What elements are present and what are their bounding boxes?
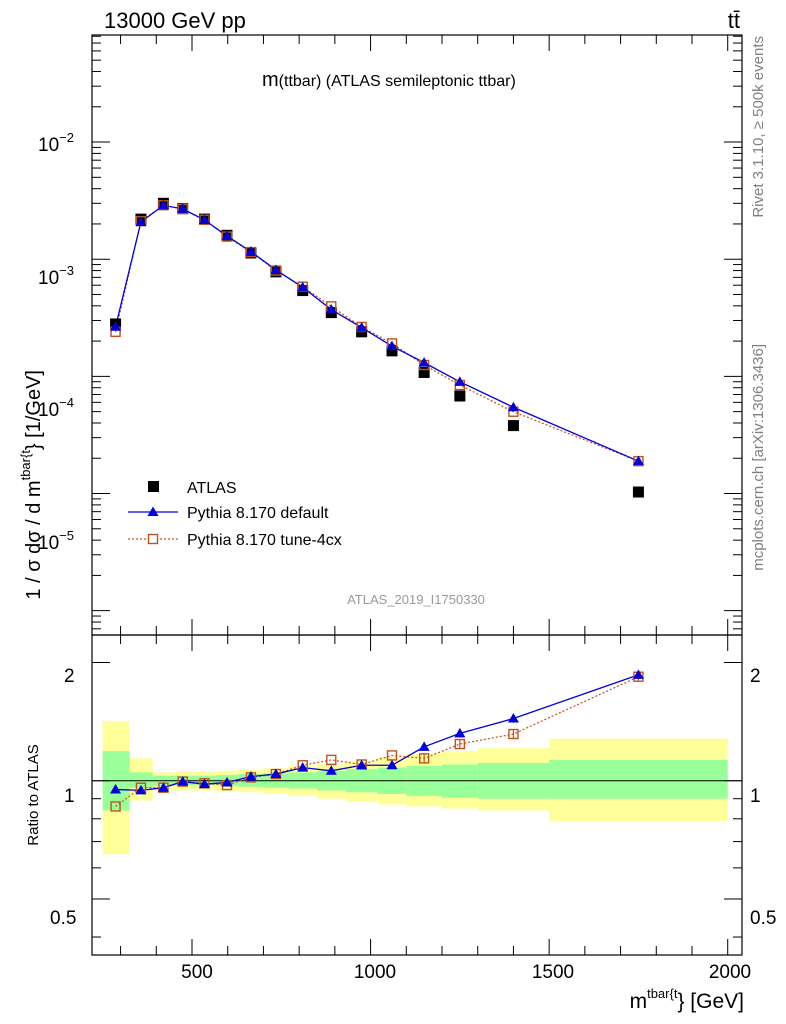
ratio-default-point-0 bbox=[110, 783, 122, 794]
legend-label-tune4cx: Pythia 8.170 tune-4cx bbox=[187, 532, 342, 549]
legend-marker-default bbox=[147, 506, 159, 516]
legend-label-default: Pythia 8.170 default bbox=[187, 505, 329, 522]
ratio-tick-label-right-1: 1 bbox=[750, 786, 761, 807]
default-point-1 bbox=[135, 216, 147, 226]
default-point-2 bbox=[157, 199, 169, 210]
atlas-point-14 bbox=[507, 420, 519, 432]
ratio-tick-label-left-1: 1 bbox=[64, 786, 75, 807]
ratio-default-point-4 bbox=[199, 778, 210, 789]
ratio-default-point-6 bbox=[245, 771, 257, 781]
x-tick-label-2000: 2000 bbox=[709, 962, 751, 983]
ratio-default-point-5 bbox=[221, 776, 233, 787]
ratio-tune4cx-point-13 bbox=[454, 738, 466, 750]
atlas-point-11 bbox=[386, 345, 398, 357]
x-axis-label: mtbar{t} [GeV] bbox=[630, 986, 744, 1013]
plot-title-sub: (ttbar) bbox=[279, 73, 322, 90]
default-point-5 bbox=[221, 230, 233, 240]
ratio-tick-label-right-2: 2 bbox=[750, 666, 761, 687]
legend: ATLAS Pythia 8.170 default Pythia 8.170 … bbox=[128, 480, 342, 549]
main-axis-ticks bbox=[92, 35, 742, 635]
plot-title: m(ttbar) (ATLAS semileptonic ttbar) bbox=[262, 69, 516, 91]
x-axis-label-sup: tbar{t bbox=[647, 986, 678, 1001]
default-point-15 bbox=[632, 455, 644, 466]
ratio-line-default bbox=[115, 674, 639, 792]
analysis-watermark: ATLAS_2019_I1750330 bbox=[347, 592, 485, 607]
default-point-8 bbox=[297, 281, 309, 292]
ratio-default-point-12 bbox=[418, 741, 430, 751]
x-tick-label-500: 500 bbox=[181, 962, 213, 983]
default-point-14 bbox=[507, 401, 519, 412]
default-point-3 bbox=[177, 203, 189, 213]
ratio-tick-label-left-0.5: 0.5 bbox=[50, 908, 76, 929]
ratio-frame bbox=[91, 634, 743, 956]
y-tick-label-1e-2: 10−2 bbox=[38, 130, 74, 156]
ratio-default-point-1 bbox=[135, 784, 147, 795]
y-tick-label-1e-5: 10−5 bbox=[38, 528, 74, 554]
x-axis-label-main: m bbox=[630, 990, 648, 1013]
x-tick-label-1500: 1500 bbox=[532, 962, 574, 983]
ratio-default-point-9 bbox=[325, 765, 337, 775]
ratio-default-point-2 bbox=[157, 782, 169, 792]
atlas-point-15 bbox=[632, 486, 644, 498]
ratio-uncertainty-bands bbox=[102, 720, 728, 855]
ratio-default-point-7 bbox=[270, 768, 282, 779]
ratio-panel: Ratio to ATLAS 2 1 0.5 2 1 0.5 500 1000 … bbox=[25, 634, 776, 1013]
band-inner-bin-15 bbox=[549, 759, 728, 799]
default-point-12 bbox=[418, 357, 430, 367]
default-point-9 bbox=[325, 304, 337, 314]
series-line-default bbox=[114, 204, 639, 462]
mcplots-reference-text: mcplots.cern.ch [arXiv:1306.3436] bbox=[750, 344, 767, 571]
process-label: tt̄ bbox=[728, 8, 740, 33]
x-tick-label-1000: 1000 bbox=[354, 962, 396, 983]
plot-title-m: m bbox=[262, 69, 279, 91]
ratio-default-point-13 bbox=[454, 727, 466, 738]
ratio-axis-ticks bbox=[92, 635, 742, 955]
main-y-label-text: 1 / σ dσ / d m bbox=[23, 480, 45, 599]
plot-title-rest: (ATLAS semileptonic ttbar) bbox=[321, 73, 515, 90]
default-point-10 bbox=[356, 322, 368, 332]
ratio-y-label: Ratio to ATLAS bbox=[25, 744, 42, 845]
legend-label-atlas: ATLAS bbox=[187, 480, 237, 497]
ratio-tick-label-left-2: 2 bbox=[64, 666, 75, 687]
ratio-default-point-3 bbox=[177, 776, 189, 786]
atlas-point-13 bbox=[454, 390, 466, 402]
ratio-default-point-15 bbox=[632, 669, 644, 679]
ratio-default-point-8 bbox=[297, 762, 309, 772]
main-y-label: 1 / σ dσ / d mtbar{t} [1/GeV] bbox=[18, 370, 45, 600]
legend-marker-tune4cx bbox=[147, 533, 159, 545]
default-point-0 bbox=[110, 321, 122, 331]
y-tick-label-1e-4: 10−4 bbox=[38, 395, 74, 421]
rivet-version-text: Rivet 3.1.10, ≥ 500k events bbox=[750, 36, 767, 218]
ratio-default-point-11 bbox=[386, 759, 398, 770]
band-inner-bin-1 bbox=[129, 772, 153, 788]
main-y-label-sup: tbar{t bbox=[18, 450, 33, 481]
main-panel: m(ttbar) (ATLAS semileptonic ttbar) 1 / … bbox=[18, 34, 743, 636]
ratio-tick-label-right-0.5: 0.5 bbox=[750, 908, 776, 929]
default-point-13 bbox=[454, 376, 466, 386]
ratio-tune4cx-point-0 bbox=[110, 801, 121, 812]
ratio-tune4cx-point-9 bbox=[326, 754, 337, 766]
default-point-11 bbox=[386, 340, 398, 351]
default-point-4 bbox=[199, 214, 210, 225]
main-series-group bbox=[110, 197, 644, 498]
ratio-tune4cx-point-14 bbox=[508, 728, 519, 740]
ratio-default-point-14 bbox=[507, 713, 519, 723]
default-point-7 bbox=[270, 264, 282, 274]
series-line-tune4cx bbox=[114, 204, 639, 462]
y-tick-label-1e-3: 10−3 bbox=[38, 263, 74, 289]
default-point-6 bbox=[245, 246, 257, 256]
ratio-series-group bbox=[110, 669, 644, 812]
ratio-default-point-10 bbox=[356, 759, 368, 770]
energy-label: 13000 GeV pp bbox=[104, 8, 246, 33]
ratio-tune4cx-point-12 bbox=[418, 753, 430, 764]
atlas-point-12 bbox=[418, 366, 430, 378]
legend-marker-atlas bbox=[148, 481, 159, 492]
main-y-label-unit: } [1/GeV] bbox=[23, 370, 45, 450]
x-axis-label-unit: } [GeV] bbox=[677, 990, 744, 1013]
